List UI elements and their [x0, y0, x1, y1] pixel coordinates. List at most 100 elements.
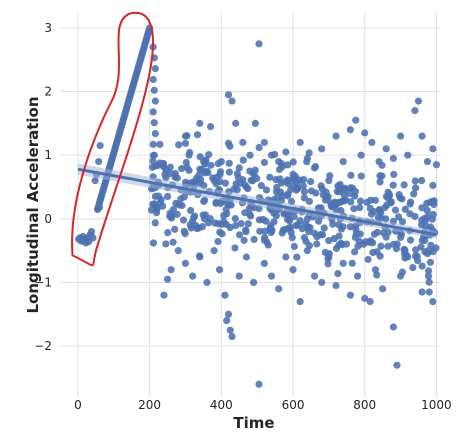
data-point: [211, 219, 219, 227]
data-point: [272, 212, 280, 220]
data-point: [273, 183, 281, 191]
data-point: [151, 219, 159, 227]
data-point: [242, 228, 250, 236]
data-point: [149, 75, 157, 84]
data-point: [325, 236, 333, 245]
data-point: [201, 196, 209, 204]
data-point: [425, 278, 433, 286]
data-point: [264, 241, 272, 249]
data-point: [348, 259, 356, 267]
data-point: [305, 149, 313, 157]
data-point: [302, 237, 310, 246]
data-point: [193, 174, 201, 182]
data-point: [382, 215, 390, 223]
data-point: [198, 223, 207, 231]
data-point: [406, 210, 414, 218]
data-point: [300, 194, 308, 202]
data-point: [242, 253, 251, 261]
data-point: [307, 177, 315, 186]
data-point: [288, 233, 296, 242]
data-point: [284, 161, 292, 169]
data-point: [95, 157, 103, 166]
data-point: [246, 151, 254, 159]
data-point: [429, 248, 437, 256]
data-point: [162, 240, 170, 248]
data-point: [421, 236, 429, 245]
data-point: [429, 297, 437, 306]
data-point: [346, 126, 354, 134]
y-tick-label: −2: [34, 339, 52, 353]
data-point: [401, 246, 409, 254]
data-point: [232, 119, 240, 127]
data-point: [223, 317, 231, 325]
data-point: [369, 248, 377, 257]
data-point: [398, 195, 406, 203]
data-point: [329, 220, 337, 228]
data-point: [196, 119, 204, 127]
data-point: [356, 197, 365, 205]
data-point: [277, 159, 285, 168]
data-point: [430, 197, 438, 205]
data-point: [267, 228, 275, 237]
data-point: [303, 158, 311, 166]
data-point: [346, 189, 354, 197]
data-point: [150, 119, 158, 127]
data-point: [200, 158, 208, 166]
data-point: [413, 252, 421, 260]
data-point: [222, 205, 230, 214]
data-point: [195, 252, 204, 260]
data-point: [334, 269, 342, 278]
data-point: [318, 145, 326, 153]
data-point: [299, 182, 307, 190]
data-point: [339, 157, 347, 166]
data-point: [216, 228, 224, 236]
data-point: [232, 221, 240, 230]
data-point: [149, 151, 158, 160]
data-point: [212, 198, 220, 206]
data-point: [332, 132, 340, 140]
data-point: [410, 190, 418, 198]
data-point: [149, 239, 158, 247]
data-point: [384, 242, 392, 250]
data-point: [156, 140, 164, 148]
data-point: [183, 132, 191, 140]
data-point: [251, 166, 259, 174]
data-point: [296, 297, 304, 306]
data-point: [382, 233, 390, 241]
data-point: [409, 263, 417, 272]
data-point: [336, 185, 344, 193]
data-point: [214, 160, 222, 168]
data-point: [260, 259, 268, 267]
data-point: [320, 224, 328, 232]
data-point: [424, 272, 433, 280]
data-point: [362, 238, 370, 246]
data-point: [376, 172, 384, 180]
data-point: [357, 151, 365, 159]
data-point: [364, 255, 372, 264]
annotation-loop: [71, 11, 155, 267]
data-point: [429, 181, 437, 190]
data-point: [255, 40, 263, 48]
data-point: [272, 176, 280, 184]
data-point: [400, 181, 408, 189]
data-point: [310, 272, 319, 280]
data-point: [171, 225, 179, 233]
data-point: [417, 221, 426, 229]
x-tick-label: 200: [138, 398, 161, 412]
data-point: [313, 240, 321, 248]
data-point: [235, 272, 243, 280]
data-point: [389, 323, 397, 331]
data-point: [96, 142, 104, 150]
data-point: [261, 227, 269, 235]
data-point: [425, 288, 433, 296]
data-point: [255, 216, 263, 224]
data-point: [392, 245, 401, 253]
data-point: [171, 172, 179, 180]
y-tick-label: 2: [44, 85, 52, 99]
data-point: [310, 229, 319, 237]
data-point: [423, 250, 432, 258]
data-point: [182, 158, 190, 167]
x-tick-label: 800: [353, 398, 376, 412]
data-point: [401, 205, 409, 213]
data-point: [205, 151, 213, 159]
